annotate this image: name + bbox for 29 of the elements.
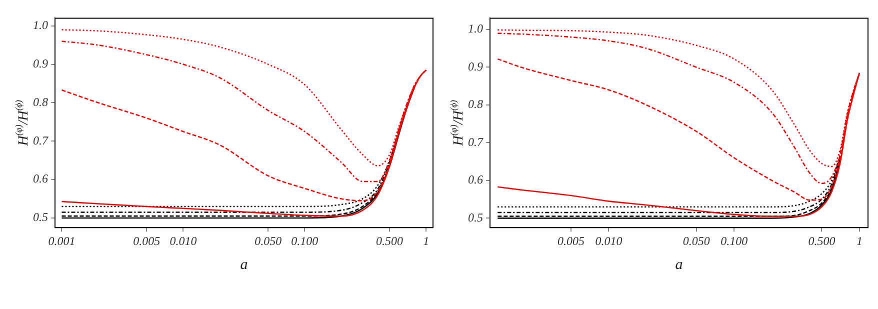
y-axis-title: H(φ)/H(ϕ) [13, 100, 32, 147]
y-tick-label: 0.8 [468, 97, 483, 112]
y-tick-label: 0.9 [468, 59, 483, 74]
x-tick-label: 0.010 [595, 234, 622, 248]
x-tick-label: 0.500 [808, 234, 836, 248]
x-tick-label: 0.005 [133, 234, 160, 248]
y-tick-label: 0.7 [33, 133, 49, 148]
x-axis-title: a [240, 256, 248, 273]
y-tick-label: 0.7 [468, 134, 484, 149]
x-tick-label: 0.005 [557, 234, 584, 248]
x-tick-label: 1 [856, 234, 862, 248]
y-tick-label: 1.0 [33, 18, 48, 32]
y-tick-label: 1.0 [468, 22, 483, 36]
x-tick-label: 0.001 [48, 234, 76, 248]
x-tick-label: 0.050 [254, 234, 282, 248]
x-tick-label: 0.010 [170, 234, 197, 248]
x-axis-title: a [675, 256, 683, 273]
y-tick-label: 0.5 [33, 210, 48, 224]
x-tick-label: 0.500 [376, 234, 404, 248]
y-tick-label: 0.6 [33, 172, 48, 186]
x-tick-label: 0.050 [682, 234, 710, 248]
x-tick-label: 0.100 [291, 234, 318, 248]
y-axis-title: H(φ)/H(ϕ) [448, 100, 467, 147]
y-tick-label: 0.9 [33, 56, 48, 70]
y-tick-label: 0.6 [468, 172, 483, 187]
x-tick-label: 0.100 [720, 234, 748, 248]
x-tick-label: 1 [423, 234, 430, 248]
y-tick-label: 0.8 [33, 94, 48, 109]
y-tick-label: 0.5 [468, 210, 483, 224]
